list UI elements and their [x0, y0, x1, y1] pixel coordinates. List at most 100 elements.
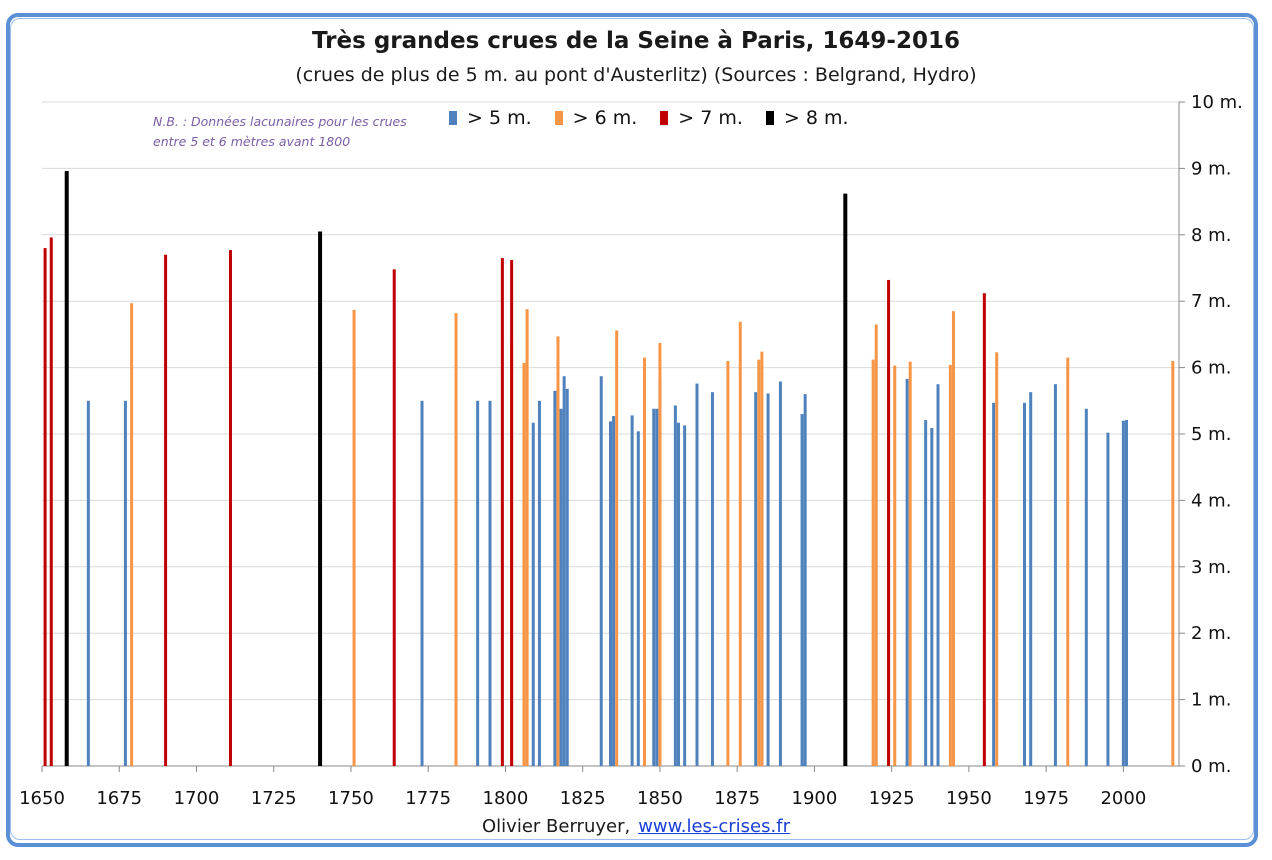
bar	[164, 254, 168, 766]
bar	[522, 362, 526, 766]
bar	[1023, 402, 1027, 766]
x-tick-label: 1925	[869, 788, 915, 809]
legend-label-6m: > 6 m.	[572, 107, 638, 129]
bar	[636, 431, 640, 766]
bar	[130, 303, 134, 766]
outer-frame	[6, 13, 1258, 847]
bar	[565, 388, 569, 766]
bar	[352, 309, 356, 766]
bar	[537, 400, 541, 766]
x-tick-label: 1750	[328, 788, 374, 809]
bar	[710, 392, 714, 766]
bar	[609, 421, 612, 766]
y-tick-label: 6 m.	[1191, 358, 1231, 379]
y-tick-label: 8 m.	[1191, 225, 1231, 246]
bar	[476, 400, 480, 766]
x-tick-label: 1825	[560, 788, 606, 809]
bar	[1106, 432, 1110, 766]
bar	[936, 384, 940, 766]
bar	[843, 193, 848, 766]
bar	[982, 293, 986, 766]
x-tick-label: 1850	[637, 788, 683, 809]
bar	[510, 260, 514, 766]
x-tick-label: 1875	[714, 788, 760, 809]
bar	[228, 250, 232, 766]
bar	[992, 402, 996, 766]
y-tick-label: 2 m.	[1191, 623, 1231, 644]
bar	[630, 415, 634, 766]
bar	[948, 364, 952, 766]
bar	[871, 359, 875, 766]
x-tick-label: 1900	[792, 788, 838, 809]
bar	[778, 381, 782, 766]
x-tick-label: 1975	[1023, 788, 1069, 809]
bar	[803, 394, 807, 766]
y-tick-label: 0 m.	[1191, 756, 1231, 777]
bar	[908, 361, 912, 766]
bar	[893, 365, 897, 766]
legend-swatch-7m	[660, 111, 669, 125]
bar	[1053, 384, 1057, 766]
bar	[420, 400, 424, 766]
bar	[392, 269, 396, 766]
bar	[642, 357, 646, 766]
x-tick-label: 1675	[96, 788, 142, 809]
bar	[1121, 420, 1125, 766]
x-tick-label: 1725	[251, 788, 297, 809]
bar	[800, 414, 804, 766]
legend-swatch-8m	[765, 111, 774, 125]
bar	[553, 390, 557, 766]
credit-link[interactable]: www.les-crises.fr	[638, 816, 790, 837]
bar	[930, 428, 934, 766]
x-tick-label: 1700	[174, 788, 220, 809]
legend-item-6m: > 6 m.	[554, 107, 638, 129]
bar	[924, 420, 928, 766]
bar	[673, 405, 677, 766]
bar	[695, 383, 699, 766]
chart-subtitle: (crues de plus de 5 m. au pont d'Austerl…	[295, 64, 977, 86]
bar	[531, 422, 535, 766]
bar	[676, 422, 680, 766]
bar	[658, 343, 662, 766]
bar	[1124, 420, 1128, 766]
bar	[488, 400, 492, 766]
legend-label-8m: > 8 m.	[783, 107, 849, 129]
legend-label-7m: > 7 m.	[678, 107, 743, 129]
bar	[49, 237, 53, 766]
bar	[887, 279, 891, 766]
bar	[525, 309, 529, 766]
x-tick-label: 1650	[19, 788, 65, 809]
data-note: N.B. : Données lacunaires pour les crues…	[153, 112, 407, 152]
bar	[652, 408, 656, 766]
legend-item-5m: > 5 m.	[449, 107, 532, 129]
bar	[757, 359, 761, 766]
bar	[738, 321, 742, 766]
bar	[615, 330, 619, 766]
bar	[500, 258, 504, 766]
inner-frame	[10, 18, 1254, 840]
credit: Olivier Berruyer, www.les-crises.fr	[0, 816, 1272, 837]
legend-swatch-5m	[449, 111, 457, 125]
chart-title: Très grandes crues de la Seine à Paris, …	[312, 28, 960, 54]
bar	[556, 336, 560, 766]
x-tick-label: 1775	[405, 788, 451, 809]
bar	[454, 313, 458, 766]
bar	[726, 360, 730, 766]
bar	[1066, 357, 1070, 766]
y-tick-label: 1 m.	[1191, 690, 1231, 711]
credit-author: Olivier Berruyer,	[482, 816, 631, 837]
y-tick-label: 4 m.	[1191, 490, 1231, 511]
y-tick-label: 3 m.	[1191, 557, 1231, 578]
bar	[1084, 408, 1088, 766]
y-tick-label: 10 m.	[1191, 92, 1243, 113]
bar	[43, 248, 47, 766]
legend: > 5 m. > 6 m. > 7 m. > 8 m.	[449, 105, 872, 131]
bar	[995, 352, 999, 766]
bar	[318, 231, 323, 767]
bar	[123, 400, 127, 766]
legend-label-5m: > 5 m.	[467, 107, 532, 129]
legend-swatch-6m	[554, 111, 563, 125]
bar	[562, 376, 566, 766]
bar	[760, 351, 764, 766]
